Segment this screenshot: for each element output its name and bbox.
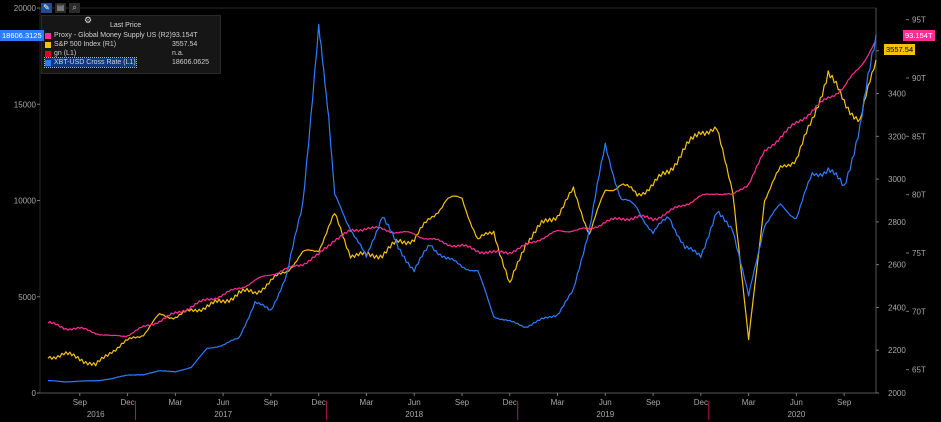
legend-item-money-supply[interactable]: Proxy - Global Money Supply US (R2) [45, 31, 172, 40]
x-axis-tick-label: Jun [408, 398, 421, 407]
series-line-0 [47, 23, 877, 383]
x-axis-tick-label: Sep [73, 398, 88, 407]
legend-value: 93.154T [172, 32, 198, 39]
left-axis-tick-label: 0 [32, 389, 37, 398]
legend-value: 3557.54 [172, 41, 198, 48]
x-axis-tick-label: Sep [646, 398, 661, 407]
right2-axis-tick-label: 75T [912, 249, 926, 258]
x-axis-tick-label: Mar [742, 398, 756, 407]
x-axis-tick-label: Mar [360, 398, 374, 407]
x-axis-tick-label: Dec [503, 398, 517, 407]
legend-swatch [45, 50, 51, 57]
right2-axis-tick-label: 65T [912, 366, 926, 375]
right1-axis-tick-label: 2800 [888, 218, 906, 227]
x-axis-tick-label: Sep [264, 398, 279, 407]
right2-axis-tick-label: 80T [912, 191, 926, 200]
x-axis-tick-label: Sep [837, 398, 852, 407]
pencil-icon[interactable]: ✎ [41, 3, 52, 13]
legend-value: 18606.0625 [172, 59, 209, 66]
x-axis-year-label: 2016 [87, 410, 105, 419]
last-value-tag-spx: 3557.54 [884, 44, 916, 55]
x-axis-year-label: 2017 [214, 410, 232, 419]
legend-item-spx[interactable]: S&P 500 Index (R1) [45, 40, 116, 49]
legend-label: Proxy - Global Money Supply US (R2) [54, 32, 172, 39]
right1-axis-tick-label: 3200 [888, 132, 906, 141]
left-axis-tick-label: 20000 [14, 4, 37, 13]
magnifier-icon[interactable]: ⌕ [69, 3, 80, 13]
last-value-tag-xbt: 18606.3125 [0, 30, 44, 41]
right1-axis-tick-label: 2000 [888, 389, 906, 398]
right1-axis-tick-label: 2600 [888, 261, 906, 270]
right1-axis-tick-label: 2200 [888, 346, 906, 355]
x-axis-tick-label: Mar [168, 398, 182, 407]
legend-title: Last Price [110, 22, 142, 29]
x-axis-year-label: 2020 [787, 410, 805, 419]
right2-axis-tick-label: 70T [912, 307, 926, 316]
right2-axis-tick-label: 85T [912, 132, 926, 141]
chart-icon[interactable]: ▤ [55, 3, 66, 13]
x-axis-year-label: 2019 [596, 410, 614, 419]
legend-item-gn[interactable]: gn (L1) [45, 49, 76, 58]
x-axis-tick-label: Dec [694, 398, 708, 407]
legend-label: S&P 500 Index (R1) [54, 41, 117, 48]
legend-label: XBT-USD Cross Rate (L1) [54, 59, 136, 66]
gear-icon[interactable]: ⚙ [84, 15, 93, 25]
legend-swatch [45, 32, 51, 39]
right2-axis-tick-label: 95T [912, 16, 926, 25]
right1-axis-tick-label: 3000 [888, 175, 906, 184]
x-axis-tick-label: Sep [455, 398, 470, 407]
right1-axis-tick-label: 3400 [888, 90, 906, 99]
last-value-tag-money-supply: 93.154T [903, 30, 935, 41]
legend-swatch [45, 59, 51, 66]
chart-toolbar: ✎ ▤ ⌕ [41, 3, 80, 14]
x-axis-tick-label: Dec [312, 398, 326, 407]
x-axis-year-label: 2018 [405, 410, 423, 419]
legend-swatch [45, 41, 51, 48]
legend-value: n.a. [172, 50, 184, 57]
legend-label: gn (L1) [54, 50, 77, 57]
series-line-2 [47, 40, 877, 338]
legend-item-xbt[interactable]: XBT-USD Cross Rate (L1) [44, 57, 137, 68]
x-axis-tick-label: Jun [599, 398, 612, 407]
left-axis-tick-label: 10000 [14, 197, 37, 206]
left-axis-tick-label: 5000 [18, 293, 36, 302]
x-axis-tick-label: Mar [551, 398, 565, 407]
x-axis-tick-label: Dec [120, 398, 134, 407]
x-axis-tick-label: Jun [790, 398, 803, 407]
left-axis-tick-label: 15000 [14, 100, 37, 109]
right1-axis-tick-label: 2400 [888, 303, 906, 312]
x-axis-tick-label: Jun [217, 398, 230, 407]
right2-axis-tick-label: 90T [912, 74, 926, 83]
